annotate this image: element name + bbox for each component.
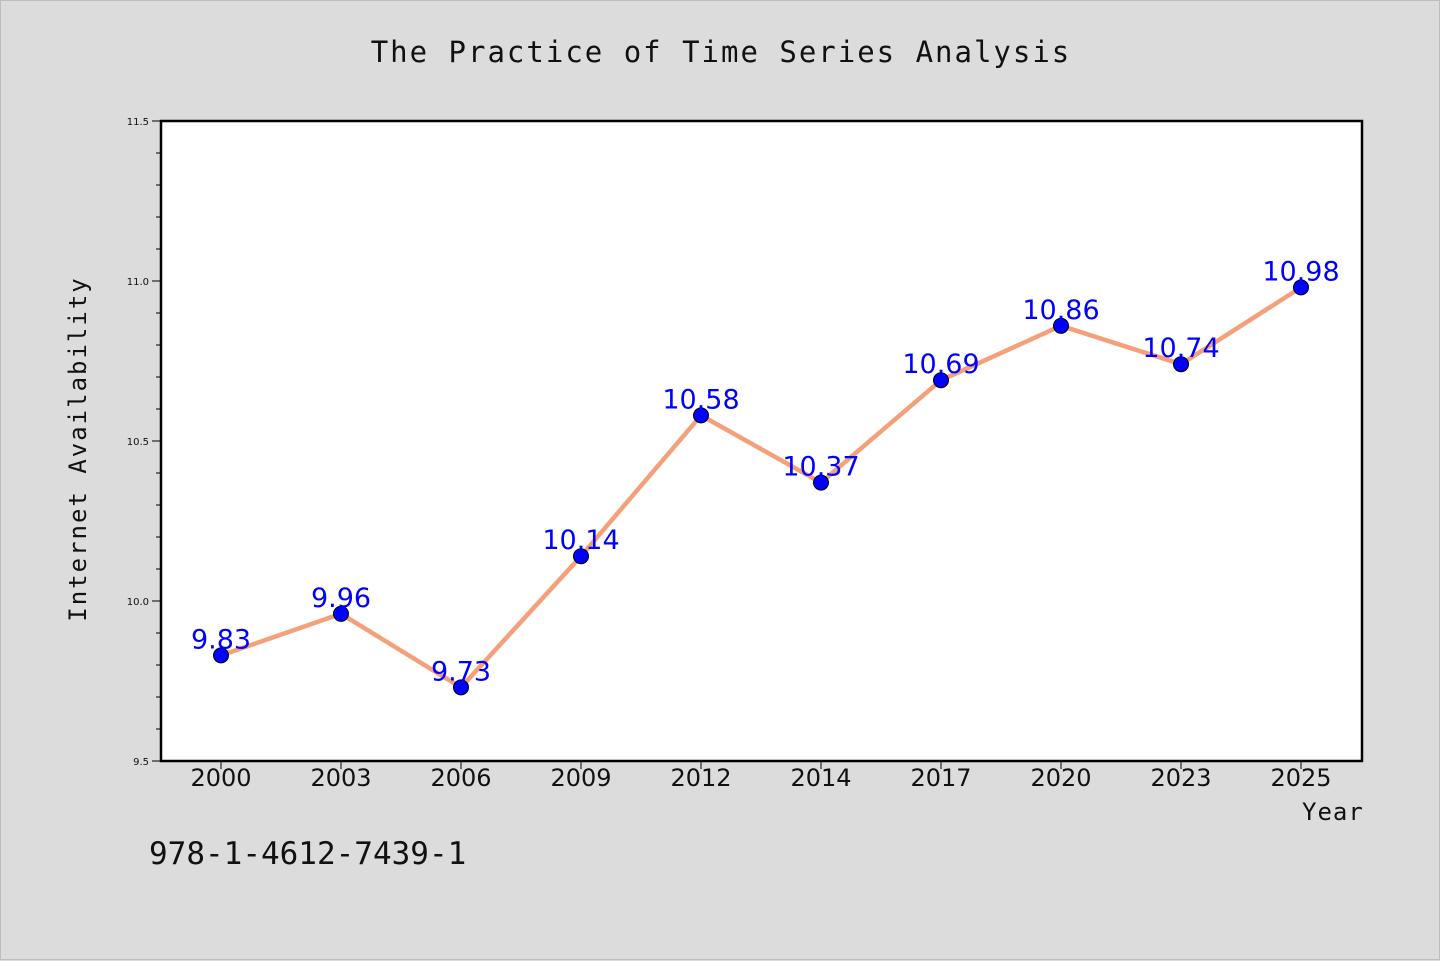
- y-tick-label: 9.5: [133, 757, 149, 768]
- data-point: [813, 474, 829, 491]
- data-label: 10.98: [1262, 256, 1339, 287]
- y-tick-label: 10.0: [127, 597, 149, 608]
- chart-title: The Practice of Time Series Analysis: [370, 35, 1072, 69]
- x-axis-label: Year: [1302, 798, 1364, 826]
- data-label: 10.86: [1022, 295, 1099, 326]
- data-label: 9.83: [191, 624, 251, 655]
- data-label: 10.74: [1142, 333, 1219, 364]
- data-point: [333, 605, 349, 622]
- isbn-text: 978-1-4612-7439-1: [149, 836, 467, 872]
- x-tick-label: 2025: [1270, 764, 1331, 792]
- data-point: [1293, 279, 1309, 296]
- data-label: 9.96: [311, 583, 371, 614]
- x-tick-label: 2020: [1030, 764, 1091, 792]
- x-tick-label: 2023: [1150, 764, 1211, 792]
- plot-area: [161, 121, 1362, 761]
- data-label: 9.73: [431, 656, 491, 687]
- data-point: [693, 407, 709, 424]
- data-point: [213, 647, 229, 664]
- x-tick-label: 2017: [910, 764, 971, 792]
- series-line: [220, 285, 1303, 690]
- y-tick-label: 10.5: [127, 437, 149, 448]
- data-point: [1053, 317, 1069, 334]
- x-tick-label: 2000: [190, 764, 251, 792]
- x-tick-label: 2012: [670, 764, 731, 792]
- data-label: 10.58: [662, 384, 739, 415]
- x-tick-label: 2003: [310, 764, 371, 792]
- y-tick-label: 11.5: [127, 117, 149, 128]
- x-tick-label: 2006: [430, 764, 491, 792]
- data-point: [453, 679, 469, 696]
- y-tick-label: 11.0: [127, 277, 149, 288]
- data-label: 10.69: [902, 349, 979, 380]
- data-point: [933, 372, 949, 389]
- x-tick-label: 2009: [550, 764, 611, 792]
- x-tick-label: 2014: [790, 764, 851, 792]
- data-point: [1173, 356, 1189, 373]
- data-label: 10.14: [542, 525, 619, 556]
- data-point: [573, 548, 589, 565]
- data-label: 10.37: [782, 452, 859, 483]
